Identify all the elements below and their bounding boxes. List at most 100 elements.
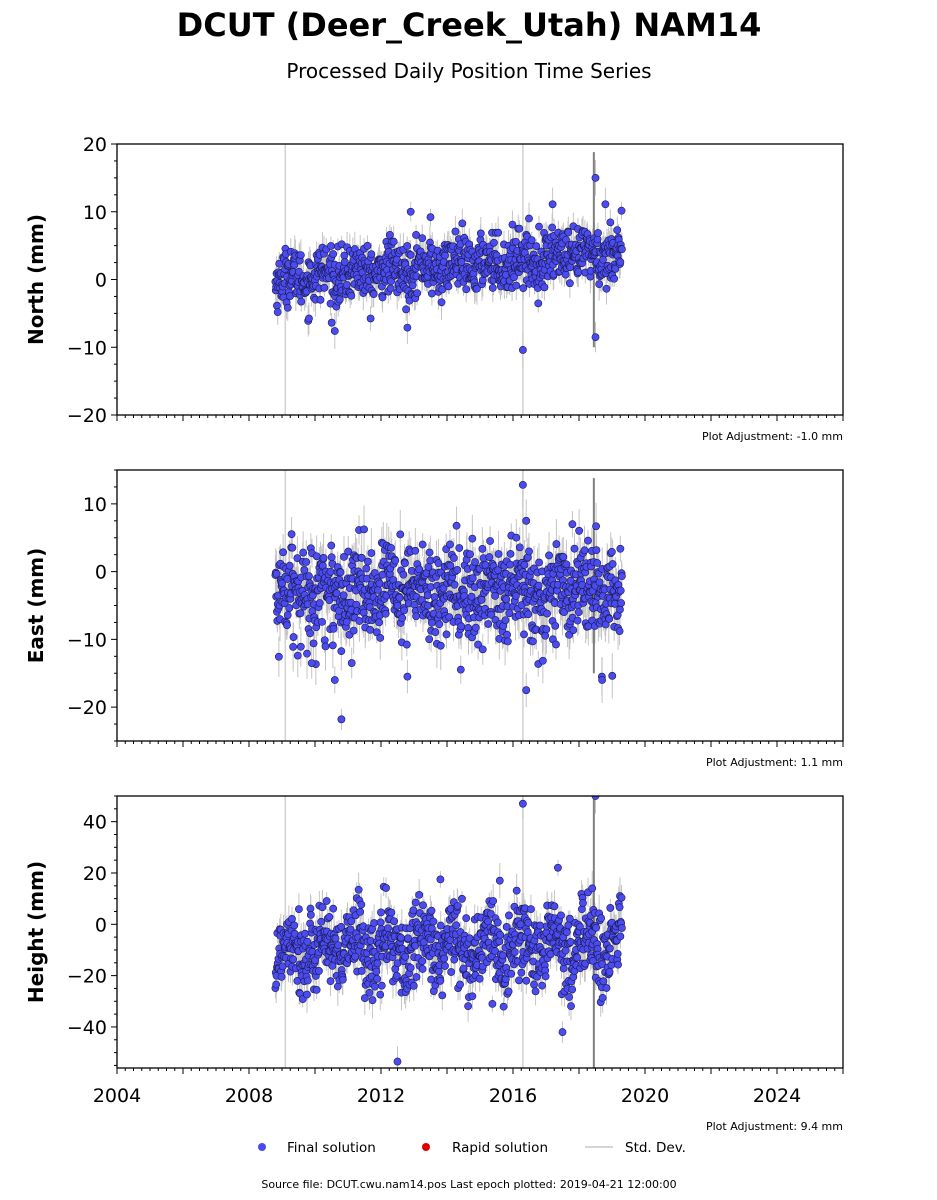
data-point bbox=[594, 229, 602, 237]
data-point bbox=[466, 550, 474, 559]
data-point bbox=[441, 251, 449, 260]
data-point bbox=[468, 534, 477, 543]
north-panel: −20 −10 0 10 20 North (mm) bbox=[24, 134, 844, 427]
data-point bbox=[519, 346, 527, 354]
data-point bbox=[426, 213, 435, 222]
data-point bbox=[455, 544, 464, 552]
data-point bbox=[301, 929, 309, 938]
data-point bbox=[595, 280, 604, 289]
data-point bbox=[445, 613, 454, 622]
data-point bbox=[288, 543, 297, 552]
data-point bbox=[444, 282, 453, 291]
data-point bbox=[520, 630, 528, 639]
data-point bbox=[458, 219, 467, 228]
data-point bbox=[564, 228, 573, 237]
data-point bbox=[372, 628, 381, 637]
data-point bbox=[494, 550, 503, 558]
data-point bbox=[605, 614, 614, 623]
data-point bbox=[305, 314, 313, 323]
data-point bbox=[318, 903, 327, 912]
data-point bbox=[303, 649, 311, 658]
data-point bbox=[435, 620, 444, 629]
data-point bbox=[473, 284, 481, 293]
data-point bbox=[290, 929, 299, 938]
data-point bbox=[426, 583, 435, 591]
data-point bbox=[315, 967, 323, 975]
y-tick-label: −10 bbox=[67, 629, 107, 651]
data-point bbox=[570, 544, 579, 553]
data-point bbox=[302, 558, 311, 566]
data-point bbox=[347, 917, 356, 926]
data-point bbox=[329, 250, 338, 258]
data-point bbox=[608, 671, 617, 680]
data-point bbox=[610, 274, 619, 283]
data-point bbox=[359, 608, 368, 617]
y-tick-label: 0 bbox=[95, 270, 107, 292]
data-point bbox=[510, 273, 518, 282]
data-point bbox=[293, 554, 302, 563]
data-point bbox=[399, 570, 408, 579]
data-point bbox=[406, 207, 415, 216]
data-point bbox=[395, 593, 404, 602]
data-point bbox=[574, 608, 583, 617]
data-point bbox=[494, 566, 503, 575]
data-point bbox=[548, 223, 557, 232]
data-point bbox=[541, 631, 550, 640]
data-point bbox=[494, 228, 503, 237]
data-point bbox=[535, 558, 543, 567]
data-point bbox=[528, 637, 537, 646]
data-point bbox=[490, 238, 498, 247]
data-point bbox=[340, 552, 348, 561]
data-point bbox=[387, 543, 395, 552]
data-point bbox=[481, 561, 490, 569]
data-point bbox=[538, 656, 547, 665]
data-point bbox=[375, 618, 383, 627]
final-solution-points bbox=[271, 173, 626, 354]
data-point bbox=[427, 618, 436, 627]
data-point bbox=[524, 610, 533, 619]
data-point bbox=[374, 586, 382, 594]
data-point bbox=[412, 612, 420, 621]
data-point bbox=[501, 616, 510, 625]
data-point bbox=[418, 234, 427, 243]
data-point bbox=[363, 241, 372, 250]
data-point bbox=[386, 284, 395, 293]
data-point bbox=[401, 559, 409, 568]
data-point bbox=[312, 985, 321, 994]
data-point bbox=[562, 560, 571, 569]
data-point bbox=[608, 560, 617, 568]
data-point bbox=[299, 548, 308, 557]
data-point bbox=[508, 220, 517, 229]
data-point bbox=[319, 553, 328, 562]
data-point bbox=[339, 591, 348, 600]
data-point bbox=[580, 546, 589, 555]
data-point bbox=[288, 914, 296, 923]
data-point bbox=[318, 617, 326, 626]
data-point bbox=[389, 237, 398, 246]
data-point bbox=[505, 609, 514, 618]
data-point bbox=[522, 686, 531, 695]
data-point bbox=[317, 917, 326, 926]
data-point bbox=[337, 647, 346, 656]
data-point bbox=[607, 547, 616, 556]
data-point bbox=[442, 630, 451, 639]
data-point bbox=[478, 645, 487, 654]
y-tick-label: −20 bbox=[67, 405, 107, 427]
data-point bbox=[565, 279, 574, 288]
data-point bbox=[337, 922, 346, 931]
data-point bbox=[476, 229, 485, 238]
data-point bbox=[340, 258, 349, 266]
data-point bbox=[512, 281, 521, 290]
data-point bbox=[561, 270, 570, 279]
y-tick-label: 0 bbox=[95, 562, 107, 584]
data-point bbox=[346, 925, 355, 934]
data-point bbox=[285, 561, 294, 570]
data-point bbox=[320, 283, 329, 292]
chart-title: DCUT (Deer_Creek_Utah) NAM14 bbox=[177, 6, 762, 44]
data-point bbox=[559, 552, 568, 561]
data-point bbox=[344, 547, 353, 556]
data-point bbox=[408, 281, 417, 290]
data-point bbox=[306, 629, 314, 638]
data-point bbox=[327, 541, 336, 550]
data-point bbox=[512, 533, 521, 542]
